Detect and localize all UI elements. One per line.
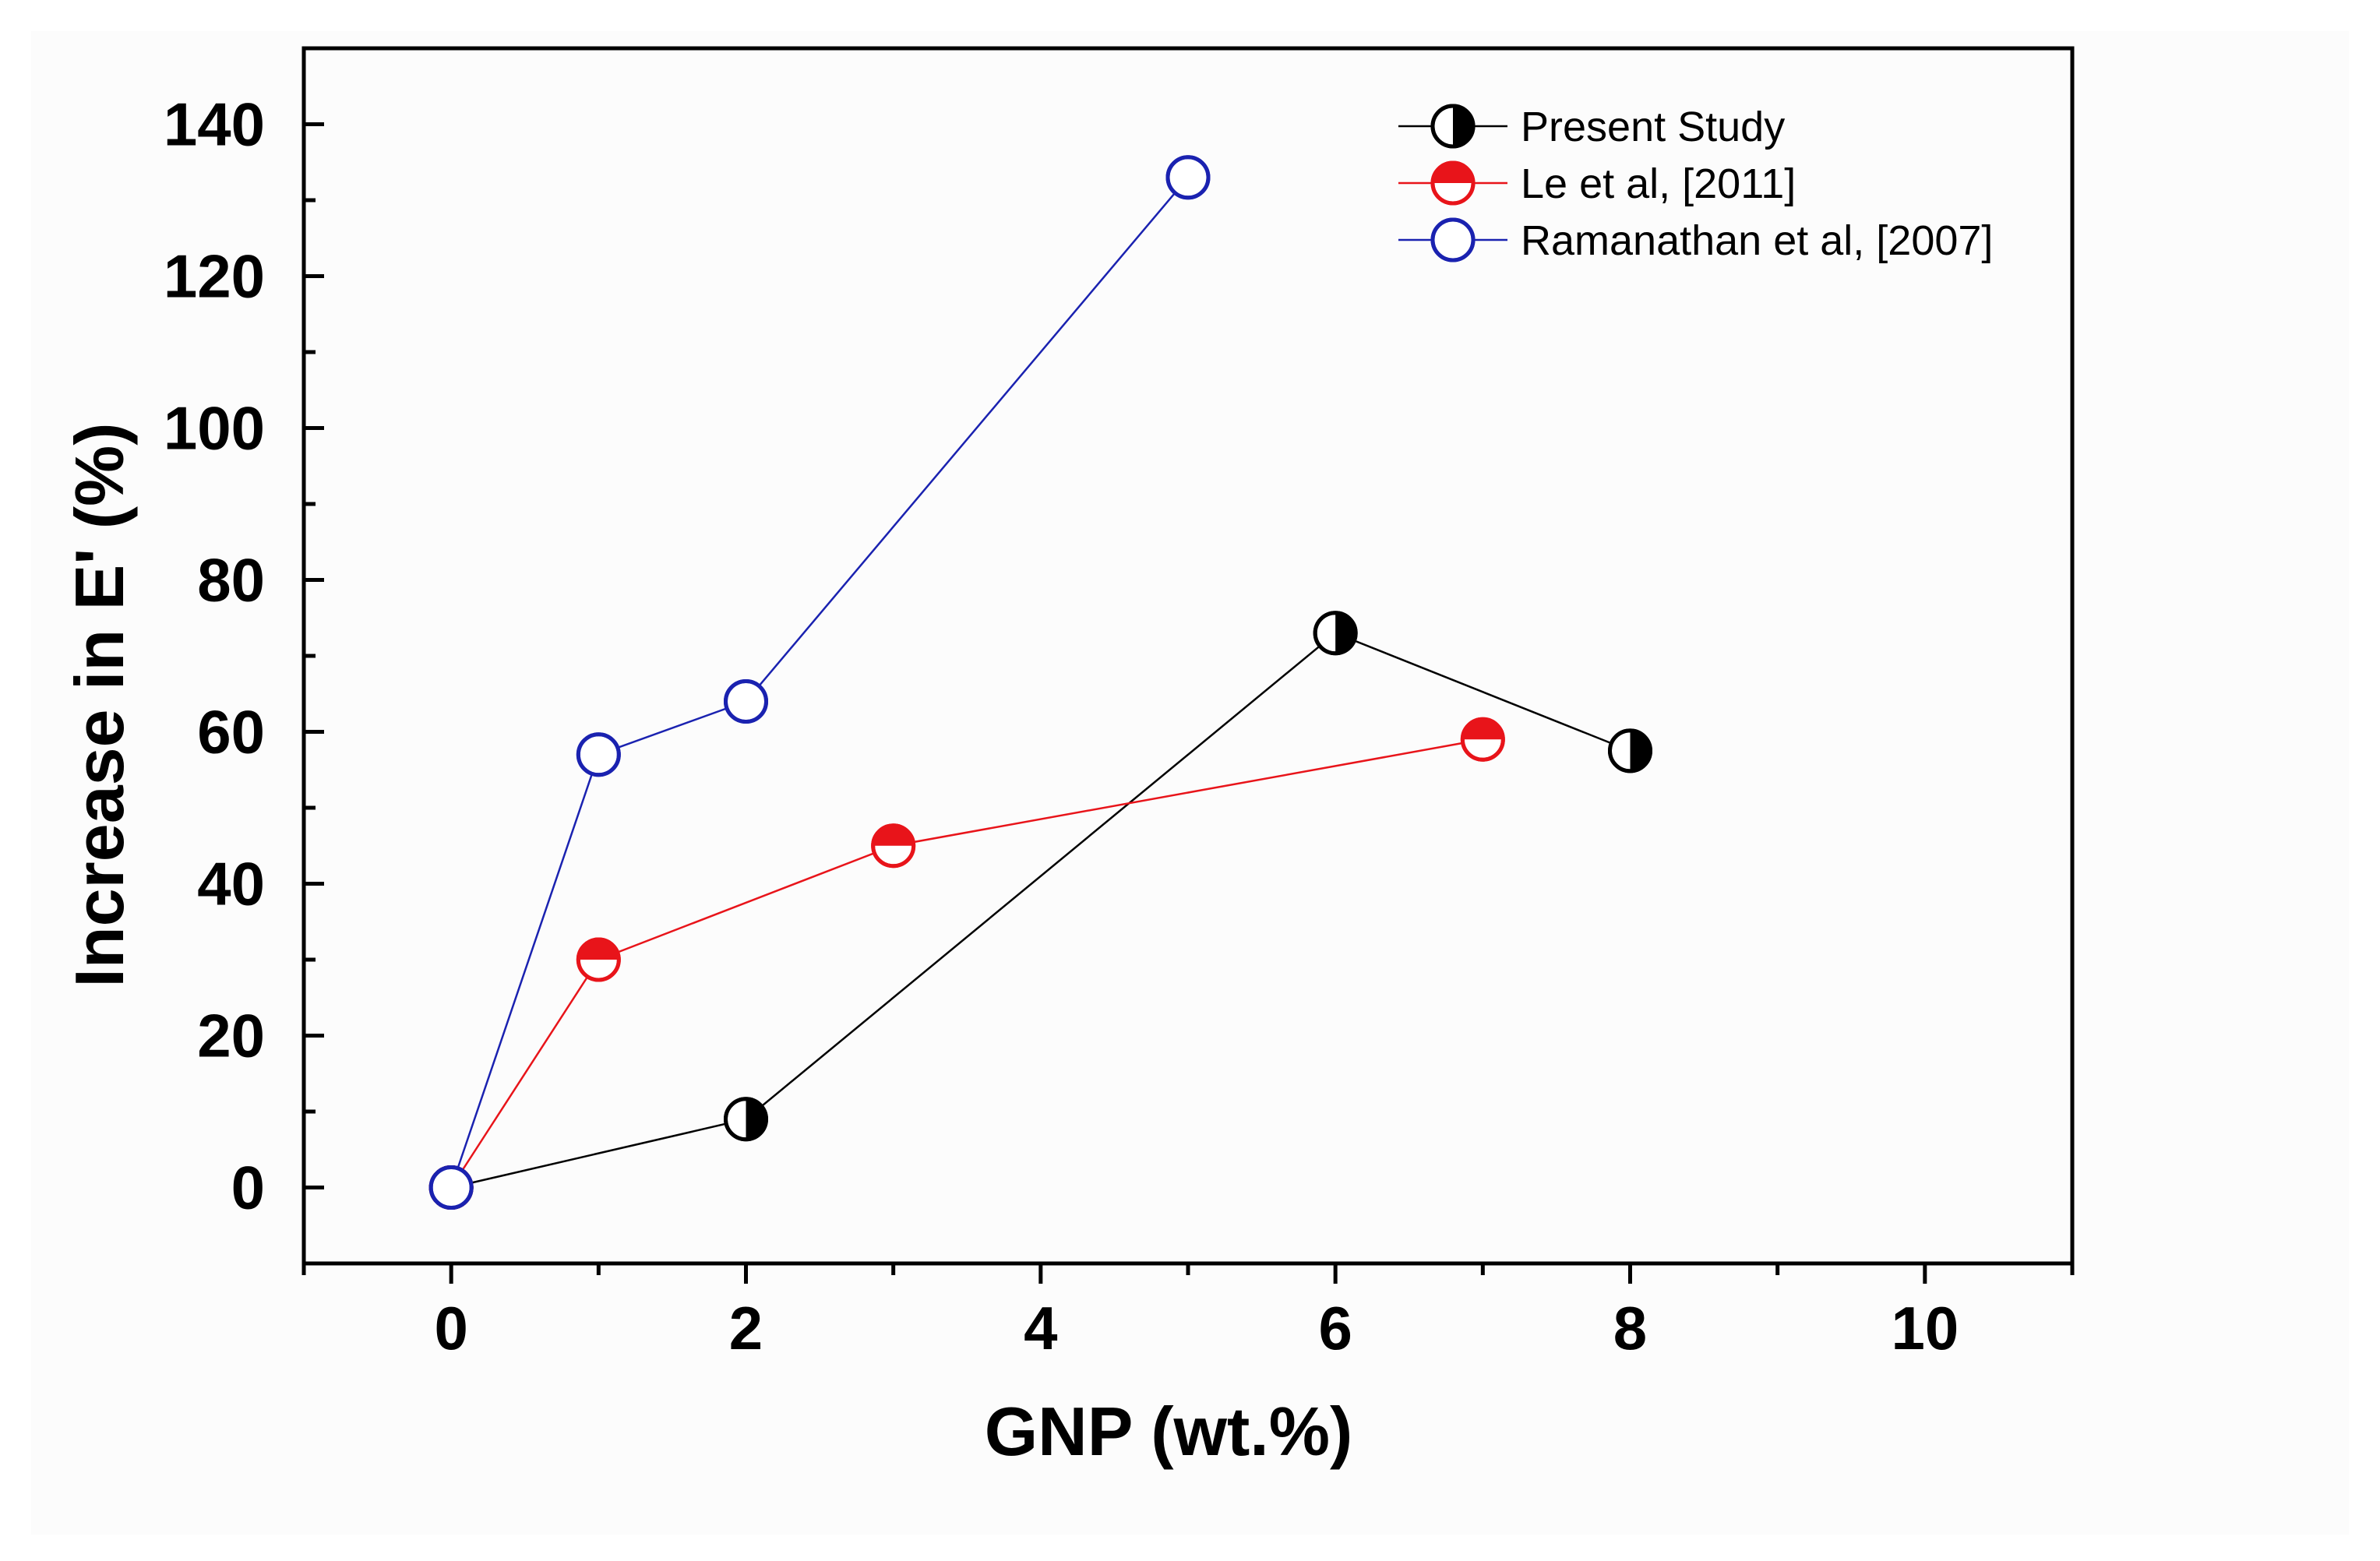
legend-item: Ramanathan et al, [2007] [1398,217,1993,264]
data-point [576,732,621,777]
marker-fill [1335,612,1356,654]
marker-ring [1430,217,1476,263]
series-layer [428,155,1652,1210]
series-2 [428,155,1211,1210]
x-axis-title: GNP (wt.%) [985,1393,1353,1470]
data-point [724,679,768,724]
marker-fill [746,1098,767,1140]
data-point [1165,155,1211,200]
marker-ring [576,937,621,982]
legend-marker [1430,160,1476,206]
marker-fill [1630,730,1651,771]
legend-label: Le et al, [2011] [1521,160,1796,207]
marker-ring [1430,104,1476,149]
data-point [428,1165,474,1210]
marker-ring [1165,155,1211,200]
marker-fill [1433,163,1473,183]
marker-fill [1453,106,1473,146]
y-tick-label: 80 [197,546,265,615]
data-point [1460,717,1505,762]
marker-ring [1430,160,1476,206]
marker-ring [724,679,768,724]
series-line [450,738,1483,1189]
x-tick-label: 8 [1613,1294,1647,1362]
figure-background [31,31,2349,1535]
y-tick-label: 100 [164,394,265,463]
x-axis: 0 2 4 6 8 10 [301,1263,2075,1362]
y-tick-label: 140 [164,90,265,159]
marker-ring [1608,728,1652,773]
x-tick-label: 0 [434,1294,467,1362]
y-tick-label: 40 [197,850,265,918]
legend-label: Ramanathan et al, [2007] [1521,217,1993,264]
marker-ring [428,1165,474,1210]
marker-fill [873,825,914,846]
data-point [724,1097,768,1142]
marker-ring [871,823,916,869]
legend: Present Study Le et al, [2011] Ramanathan … [1398,104,1993,264]
x-tick-label: 6 [1318,1294,1352,1362]
y-tick-label: 60 [197,698,265,766]
marker-ring [576,732,621,777]
data-point [1313,611,1358,656]
legend-item: Le et al, [2011] [1398,160,1796,207]
data-point [576,937,621,982]
legend-label: Present Study [1521,104,1785,150]
series-line [450,632,1631,1189]
marker-ring [724,1097,768,1142]
data-point [871,823,916,869]
series-1 [428,717,1505,1210]
x-tick-label: 10 [1891,1294,1959,1362]
data-point [1608,728,1652,773]
series-0 [428,611,1652,1210]
y-tick-label: 20 [197,1002,265,1070]
marker-ring [1460,717,1505,762]
x-tick-label: 2 [729,1294,763,1362]
legend-marker [1430,104,1476,149]
marker-fill [1462,719,1504,740]
series-line [450,176,1189,1188]
legend-marker [1430,217,1476,263]
marker-fill [578,939,619,960]
y-axis: 0 20 40 60 80 100 120 140 [164,46,324,1266]
marker-ring [1313,611,1358,656]
y-axis-title: Increase in E' (%) [61,422,138,987]
y-tick-label: 120 [164,242,265,311]
y-tick-label: 0 [231,1154,265,1222]
x-tick-label: 4 [1024,1294,1057,1362]
legend-item: Present Study [1398,104,1785,150]
